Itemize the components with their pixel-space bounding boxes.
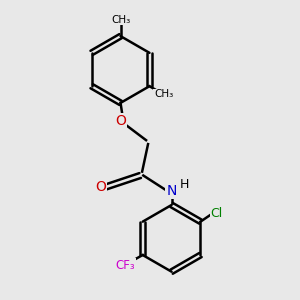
Text: Cl: Cl — [210, 206, 223, 220]
Text: CH₃: CH₃ — [111, 15, 130, 25]
Text: CF₃: CF₃ — [116, 259, 135, 272]
Text: H: H — [179, 178, 189, 191]
Text: N: N — [167, 184, 177, 198]
Text: CH₃: CH₃ — [154, 89, 173, 99]
Text: O: O — [95, 180, 106, 194]
Text: O: O — [115, 114, 126, 128]
